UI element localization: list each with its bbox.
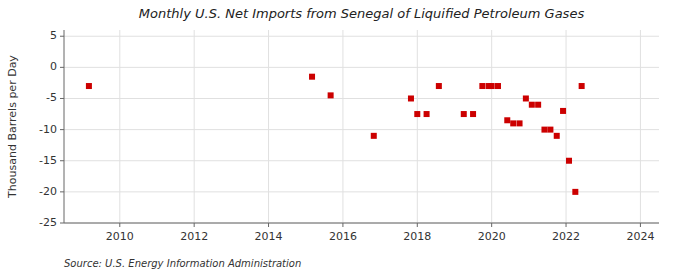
point (554, 133, 560, 139)
grid-line-x (119, 30, 120, 223)
point (517, 120, 523, 126)
y-tick (60, 223, 64, 224)
grid-line-x (342, 30, 343, 223)
x-tick-label: 2012 (180, 230, 208, 243)
y-tick (60, 36, 64, 37)
x-tick (566, 223, 567, 227)
x-tick (640, 223, 641, 227)
point (541, 127, 547, 133)
point (495, 83, 501, 89)
point (328, 92, 334, 98)
grid-line-x (417, 30, 418, 223)
y-tick (60, 191, 64, 192)
y-tick (60, 98, 64, 99)
point (547, 127, 553, 133)
grid-line-x (194, 30, 195, 223)
x-tick (268, 223, 269, 227)
y-tick-label: 5 (50, 29, 57, 42)
axes: -25 -20 -15 -10 -5 0 5 2010 2012 2014 2016 2018 2020… (39, 29, 654, 243)
point (523, 95, 529, 101)
grid-line-y (64, 36, 659, 37)
point (371, 133, 377, 139)
point (529, 102, 535, 108)
y-tick-label: 0 (50, 60, 57, 73)
point (489, 83, 495, 89)
x-axis-line (64, 223, 659, 224)
x-tick-label: 2018 (403, 230, 431, 243)
y-axis-label: Thousand Barrels per Day (6, 55, 19, 199)
point (461, 111, 467, 117)
chart-container: -25 -20 -15 -10 -5 0 5 2010 2012 2014 2016 2018 2020… (0, 0, 675, 275)
point (579, 83, 585, 89)
grid-line-x (566, 30, 567, 223)
point (504, 117, 510, 123)
y-tick (60, 160, 64, 161)
point (560, 108, 566, 114)
x-tick (342, 223, 343, 227)
y-tick-label: -15 (39, 154, 57, 167)
point (566, 158, 572, 164)
points (86, 74, 585, 195)
point (408, 95, 414, 101)
title: Monthly U.S. Net Imports from Senegal of… (139, 6, 585, 21)
grid-line-x (268, 30, 269, 223)
x-tick (194, 223, 195, 227)
grid-line-y (64, 129, 659, 130)
x-tick-label: 2010 (106, 230, 134, 243)
x-tick-label: 2022 (552, 230, 580, 243)
x-tick-label: 2024 (626, 230, 654, 243)
point (414, 111, 420, 117)
y-tick (60, 67, 64, 68)
point (572, 189, 578, 195)
point (470, 111, 476, 117)
point (510, 120, 516, 126)
x-tick (417, 223, 418, 227)
grid-line-y (64, 67, 659, 68)
x-tick-label: 2014 (255, 230, 283, 243)
y-tick-label: -25 (39, 216, 57, 229)
grid (64, 30, 659, 223)
y-tick-label: -10 (39, 123, 57, 136)
y-tick-label: -5 (46, 91, 57, 104)
x-tick (119, 223, 120, 227)
grid-line-x (491, 30, 492, 223)
point (86, 83, 92, 89)
y-tick-label: -20 (39, 185, 57, 198)
chart-svg: -25 -20 -15 -10 -5 0 5 2010 2012 2014 2016 2018 2020… (0, 0, 675, 275)
y-tick (60, 129, 64, 130)
grid-line-x (640, 30, 641, 223)
point (535, 102, 541, 108)
point (479, 83, 485, 89)
x-tick (491, 223, 492, 227)
grid-line-y (64, 98, 659, 99)
point (309, 74, 315, 80)
point (424, 111, 430, 117)
x-tick-label: 2016 (329, 230, 357, 243)
x-tick-label: 2020 (478, 230, 506, 243)
grid-line-y (64, 191, 659, 192)
grid-line-y (64, 223, 659, 224)
y-axis-line (64, 30, 65, 223)
point (436, 83, 442, 89)
source-note: Source: U.S. Energy Information Administ… (64, 258, 301, 269)
